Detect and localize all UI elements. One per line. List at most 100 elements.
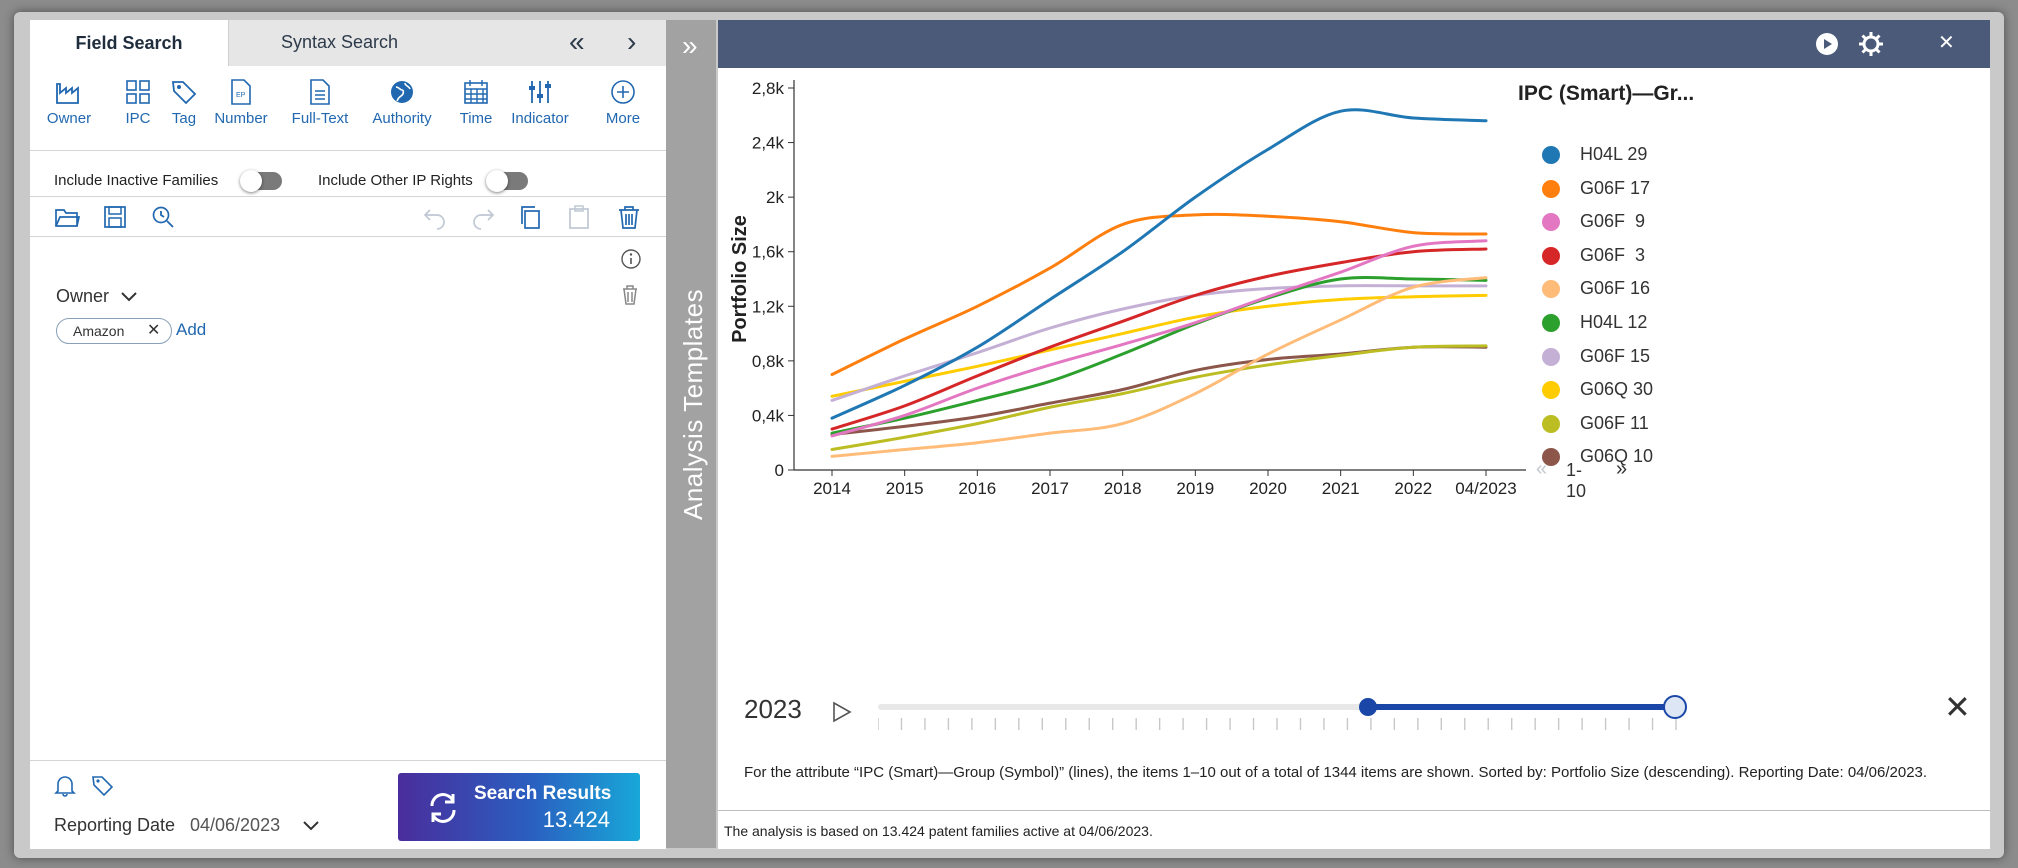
settings-gear-icon[interactable] xyxy=(1858,31,1884,57)
legend-title: IPC (Smart)—Gr... xyxy=(1518,82,1695,105)
grid-icon xyxy=(126,80,150,104)
series-line xyxy=(830,344,1488,452)
other-ip-rights-toggle[interactable] xyxy=(486,170,528,192)
timeline-slider[interactable] xyxy=(878,690,1778,740)
series-line xyxy=(830,345,1488,437)
tool-tag-label: Tag xyxy=(171,110,197,127)
timeline-play-icon[interactable] xyxy=(830,700,854,724)
analysis-templates-label[interactable]: Analysis Templates xyxy=(678,288,708,520)
tool-tag[interactable]: Tag xyxy=(164,78,204,127)
tool-authority-label: Authority xyxy=(372,110,432,127)
reporting-date-chevron-icon[interactable] xyxy=(302,819,320,833)
tool-owner[interactable]: Owner xyxy=(42,78,96,127)
legend-label: G06Q 30 xyxy=(1580,379,1654,400)
legend-swatch xyxy=(1542,213,1560,232)
tool-authority[interactable]: Authority xyxy=(362,78,442,127)
series-line xyxy=(830,108,1488,420)
tab-field-search[interactable]: Field Search xyxy=(30,20,228,66)
legend-swatch xyxy=(1542,146,1560,164)
legend-label: H04L 29 xyxy=(1580,144,1648,164)
inactive-families-label: Include Inactive Families xyxy=(54,172,219,189)
tab-syntax-search[interactable]: Syntax Search xyxy=(281,32,399,52)
owner-field-label: Owner xyxy=(56,286,110,306)
analysis-footer: The analysis is based on 13.424 patent f… xyxy=(718,810,1990,849)
trash-icon[interactable] xyxy=(616,204,642,230)
refresh-icon xyxy=(430,793,456,823)
chart-description: For the attribute “IPC (Smart)—Group (Sy… xyxy=(744,764,1928,781)
collapse-panel-icon[interactable]: « xyxy=(569,26,585,57)
search-results-label: Search Results xyxy=(474,783,612,804)
tool-more-label: More xyxy=(605,110,641,127)
legend-swatch xyxy=(1542,246,1560,265)
expand-panel-icon[interactable]: » xyxy=(682,30,698,61)
legend-swatch xyxy=(1542,314,1560,332)
search-tabs: Field Search Syntax Search « › xyxy=(30,20,667,66)
tool-full-text-label: Full-Text xyxy=(291,110,349,127)
add-owner-link[interactable]: Add xyxy=(176,320,207,339)
redo-icon[interactable] xyxy=(470,204,496,230)
y-tick-label: 2,4k xyxy=(752,134,785,153)
criteria-toolbar: Owner IPC Tag EP Number Full-Text Author… xyxy=(30,72,666,151)
tool-number[interactable]: EP Number xyxy=(206,78,276,127)
legend-swatch xyxy=(1542,448,1560,467)
timeline-end-handle[interactable] xyxy=(1663,695,1687,719)
globe-icon xyxy=(391,81,413,103)
legend-swatch xyxy=(1542,381,1560,400)
legend-label: G06F 15 xyxy=(1580,345,1651,366)
info-icon[interactable] xyxy=(620,248,642,270)
y-tick-label: 1,2k xyxy=(752,297,785,316)
legend-label: H04L 12 xyxy=(1580,312,1648,332)
legend-next-icon[interactable]: » xyxy=(1616,458,1628,480)
y-tick-label: 2,8k xyxy=(752,79,785,98)
inactive-families-toggle[interactable] xyxy=(240,170,282,192)
plus-circle-icon xyxy=(611,80,635,104)
reporting-date-label: Reporting Date xyxy=(54,815,176,835)
search-history-icon[interactable] xyxy=(150,204,176,230)
tool-ipc[interactable]: IPC xyxy=(118,78,158,127)
x-tick-label: 2016 xyxy=(958,479,996,498)
timeline-close-icon[interactable]: ✕ xyxy=(1944,689,1971,725)
calendar-icon xyxy=(464,80,488,104)
save-icon[interactable] xyxy=(102,204,128,230)
next-icon[interactable]: › xyxy=(627,26,637,57)
chevron-down-icon[interactable] xyxy=(120,290,138,304)
paste-icon[interactable] xyxy=(566,204,592,230)
legend-swatch xyxy=(1542,179,1560,198)
legend-page-label: 1-10 xyxy=(1566,460,1587,501)
timeline-start-handle[interactable] xyxy=(1359,698,1377,716)
reporting-date-value[interactable]: 04/06/2023 xyxy=(190,815,281,835)
remove-chip-icon[interactable]: ✕ xyxy=(147,322,161,339)
undo-icon[interactable] xyxy=(422,204,448,230)
copy-icon[interactable] xyxy=(518,204,544,230)
tool-more[interactable]: More xyxy=(598,78,648,127)
folder-open-icon[interactable] xyxy=(54,204,80,230)
close-icon[interactable]: ✕ xyxy=(1938,32,1955,54)
document-text-icon xyxy=(310,79,330,105)
y-axis-label: Portfolio Size xyxy=(729,215,751,343)
analysis-templates-sidebar[interactable]: » Analysis Templates xyxy=(666,20,716,848)
search-results-button[interactable]: Search Results 13.424 xyxy=(398,773,640,841)
analysis-panel: ✕ 0 0,4k 0,8k 1,2k 1,6k 2k 2,4k 2,8k 2014 2015 201… xyxy=(718,20,1990,849)
legend-label: G06F 16 xyxy=(1580,278,1651,299)
play-circle-icon[interactable] xyxy=(1814,31,1840,57)
y-tick-label: 0,4k xyxy=(752,406,785,425)
tool-full-text[interactable]: Full-Text xyxy=(282,78,358,127)
delete-criterion-icon[interactable] xyxy=(620,284,640,306)
document-ep-icon: EP xyxy=(231,79,251,105)
toggle-row: Include Inactive Families Include Other … xyxy=(30,152,666,197)
analysis-header: ✕ xyxy=(718,20,1990,68)
series-line xyxy=(830,276,1488,458)
bell-icon[interactable] xyxy=(54,773,76,797)
legend-label: G06F 11 xyxy=(1580,412,1649,433)
tag-icon xyxy=(171,81,197,105)
timeline-range xyxy=(1368,704,1674,710)
series-line xyxy=(830,293,1488,398)
legend-label: G06F 17 xyxy=(1580,177,1651,198)
legend-swatch xyxy=(1542,347,1560,366)
tag-alert-icon[interactable] xyxy=(90,773,114,797)
tool-time[interactable]: Time xyxy=(452,78,500,127)
tool-indicator[interactable]: Indicator xyxy=(502,78,578,127)
tool-indicator-label: Indicator xyxy=(511,110,569,127)
legend-prev-icon[interactable]: « xyxy=(1536,458,1548,480)
svg-text:EP: EP xyxy=(236,92,246,99)
